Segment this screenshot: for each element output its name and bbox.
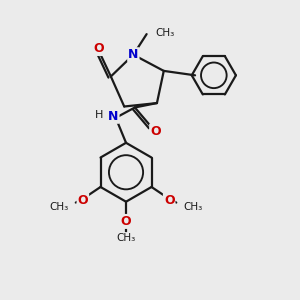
Text: O: O (94, 42, 104, 55)
Text: CH₃: CH₃ (50, 202, 69, 212)
Text: O: O (77, 194, 88, 207)
Text: O: O (121, 215, 131, 228)
Text: CH₃: CH₃ (155, 28, 175, 38)
Text: CH₃: CH₃ (116, 232, 136, 243)
Text: H: H (95, 110, 104, 120)
Text: O: O (164, 194, 175, 207)
Text: O: O (150, 124, 161, 137)
Text: N: N (128, 48, 139, 61)
Text: N: N (108, 110, 118, 123)
Text: CH₃: CH₃ (183, 202, 202, 212)
